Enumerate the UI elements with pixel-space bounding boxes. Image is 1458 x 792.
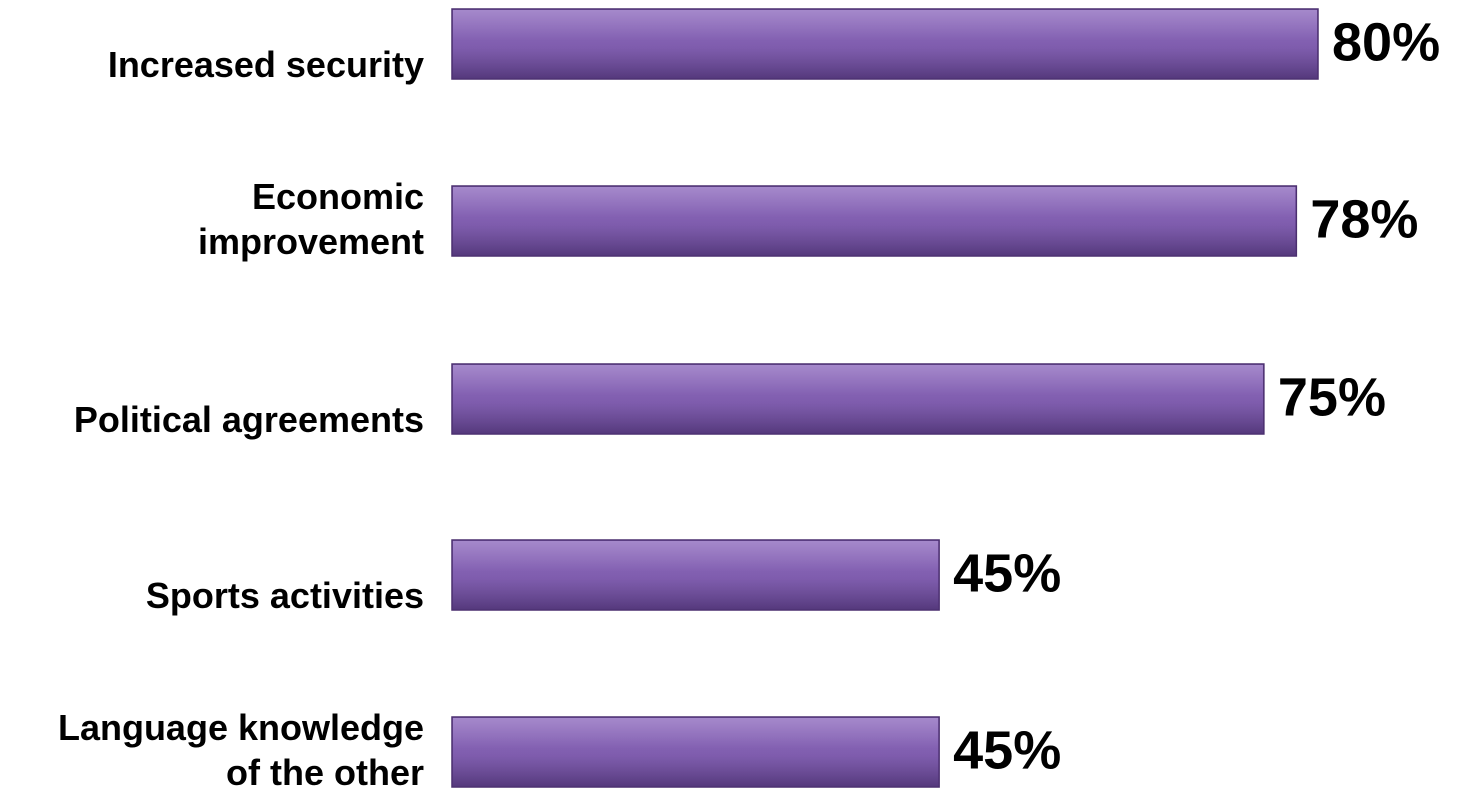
category-label-line: Political agreements (74, 399, 424, 440)
category-label-line: Increased security (108, 44, 424, 85)
bar-highlight (453, 10, 1317, 78)
bar-highlight (453, 187, 1296, 255)
value-label-economic-improvement: 78% (1310, 189, 1418, 249)
category-label-line: Sports activities (146, 575, 424, 616)
bar-highlight (453, 718, 939, 786)
value-label-increased-security: 80% (1332, 12, 1440, 72)
category-label-line: Economic (252, 176, 424, 217)
category-label-political-agreements: Political agreements (74, 399, 424, 440)
bars-layer (451, 8, 1319, 788)
category-label-line: Language knowledge (58, 707, 424, 748)
value-labels: 80% 78% 75% 45% 45% (953, 12, 1440, 780)
category-label-increased-security: Increased security (108, 44, 424, 85)
value-label-sports-activities: 45% (953, 543, 1061, 603)
bar-highlight (453, 365, 1263, 433)
value-label-language-knowledge-of-the-other: 45% (953, 720, 1061, 780)
category-labels: Increased security Economic improvement Pol… (58, 44, 424, 792)
category-label-line: of the other (226, 752, 424, 792)
category-label-language-knowledge-of-the-other: Language knowledge of the other (58, 707, 424, 792)
value-label-political-agreements: 75% (1278, 367, 1386, 427)
category-label-line: improvement (198, 221, 424, 262)
category-label-economic-improvement: Economic improvement (198, 176, 424, 262)
bar-highlight (453, 541, 939, 609)
category-label-sports-activities: Sports activities (146, 575, 424, 616)
